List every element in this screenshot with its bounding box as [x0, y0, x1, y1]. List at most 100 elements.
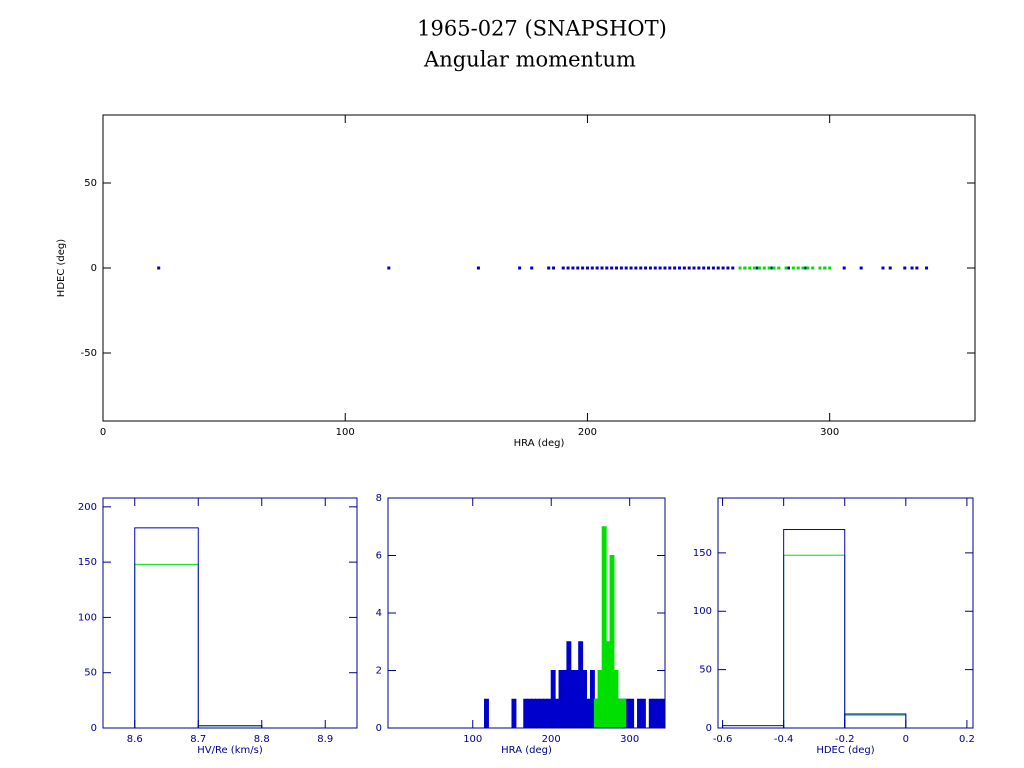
point [581, 266, 585, 270]
point [624, 266, 628, 270]
x-tick-label: 0 [903, 734, 909, 745]
histogram-bar [617, 698, 623, 729]
page-subtitle: Angular momentum [423, 48, 636, 72]
y-tick-label: 0 [706, 723, 712, 734]
point [639, 266, 643, 270]
point [157, 266, 161, 270]
histogram-bar [597, 670, 603, 729]
x-tick-label: 200 [542, 734, 561, 745]
x-tick-label: 8.9 [317, 734, 333, 745]
point [721, 266, 725, 270]
point [791, 266, 795, 270]
x-tick-label: 200 [578, 427, 597, 438]
point [716, 266, 720, 270]
plot-frame [717, 497, 974, 729]
page-title: 1965-027 (SNAPSHOT) [417, 17, 667, 41]
point [615, 266, 619, 270]
point [590, 266, 594, 270]
x-tick-label: 300 [620, 734, 639, 745]
histogram-bar [523, 698, 529, 729]
x-tick-label: 8.6 [127, 734, 143, 745]
point [566, 266, 570, 270]
point [748, 266, 752, 270]
histogram-bar [134, 563, 199, 729]
histogram-bar [625, 698, 631, 729]
histogram-bar [621, 698, 627, 729]
point [753, 266, 757, 270]
point [784, 266, 788, 270]
y-tick-label: 100 [78, 612, 97, 623]
histogram-bar [601, 526, 607, 729]
point [595, 266, 599, 270]
point [910, 266, 914, 270]
point [772, 266, 776, 270]
histogram-bar [656, 698, 662, 729]
y-tick-label: 0 [91, 723, 97, 734]
point [707, 266, 711, 270]
point [561, 266, 565, 270]
histogram-bar [546, 698, 552, 729]
y-tick-label: 50 [699, 665, 712, 676]
x-tick-label: -0.6 [713, 734, 733, 745]
point [757, 266, 761, 270]
x-axis-label: HRA (deg) [514, 438, 565, 449]
histogram-bar [527, 698, 533, 729]
y-tick-label: 0 [376, 723, 382, 734]
point [648, 266, 652, 270]
histogram-bar [609, 555, 615, 729]
y-tick-label: -50 [81, 348, 97, 359]
y-tick-label: 100 [693, 606, 712, 617]
point [677, 266, 681, 270]
point [644, 266, 648, 270]
y-tick-label: 0 [91, 263, 97, 274]
x-tick-label: 0.2 [959, 734, 975, 745]
point [552, 266, 556, 270]
point [682, 266, 686, 270]
histogram-bar [134, 527, 199, 729]
point [663, 266, 667, 270]
point [530, 266, 534, 270]
y-tick-label: 4 [376, 608, 382, 619]
point [903, 266, 907, 270]
histogram-bar [582, 670, 588, 729]
point [658, 266, 662, 270]
y-tick-label: 6 [376, 551, 382, 562]
point [476, 266, 480, 270]
point [711, 266, 715, 270]
point [806, 266, 810, 270]
point [803, 266, 807, 270]
y-tick-label: 150 [693, 548, 712, 559]
point [726, 266, 730, 270]
histogram-bar [783, 554, 846, 729]
point [881, 266, 885, 270]
point [842, 266, 846, 270]
point [762, 266, 766, 270]
point [811, 266, 815, 270]
point [915, 266, 919, 270]
histogram-bar [558, 670, 564, 729]
x-tick-label: -0.2 [835, 734, 855, 745]
plot-frame [102, 497, 358, 729]
point [796, 266, 800, 270]
x-tick-label: 8.7 [190, 734, 206, 745]
point [925, 266, 929, 270]
point [610, 266, 614, 270]
x-tick-label: 0 [100, 427, 106, 438]
histogram-bar [570, 670, 576, 729]
histogram-bar [538, 698, 544, 729]
histogram-bar [484, 698, 489, 729]
point [777, 266, 781, 270]
point [801, 266, 805, 270]
point [859, 266, 863, 270]
point [767, 266, 771, 270]
point [600, 266, 604, 270]
x-tick-label: 300 [820, 427, 839, 438]
y-tick-label: 50 [84, 178, 97, 189]
histogram-bar [562, 670, 568, 729]
histogram-bar [574, 670, 580, 729]
point [823, 266, 827, 270]
histogram-bar [613, 670, 619, 729]
histogram-bar [511, 698, 517, 729]
y-axis-label: HDEC (deg) [56, 239, 67, 297]
x-axis-label: HDEC (deg) [816, 745, 874, 756]
